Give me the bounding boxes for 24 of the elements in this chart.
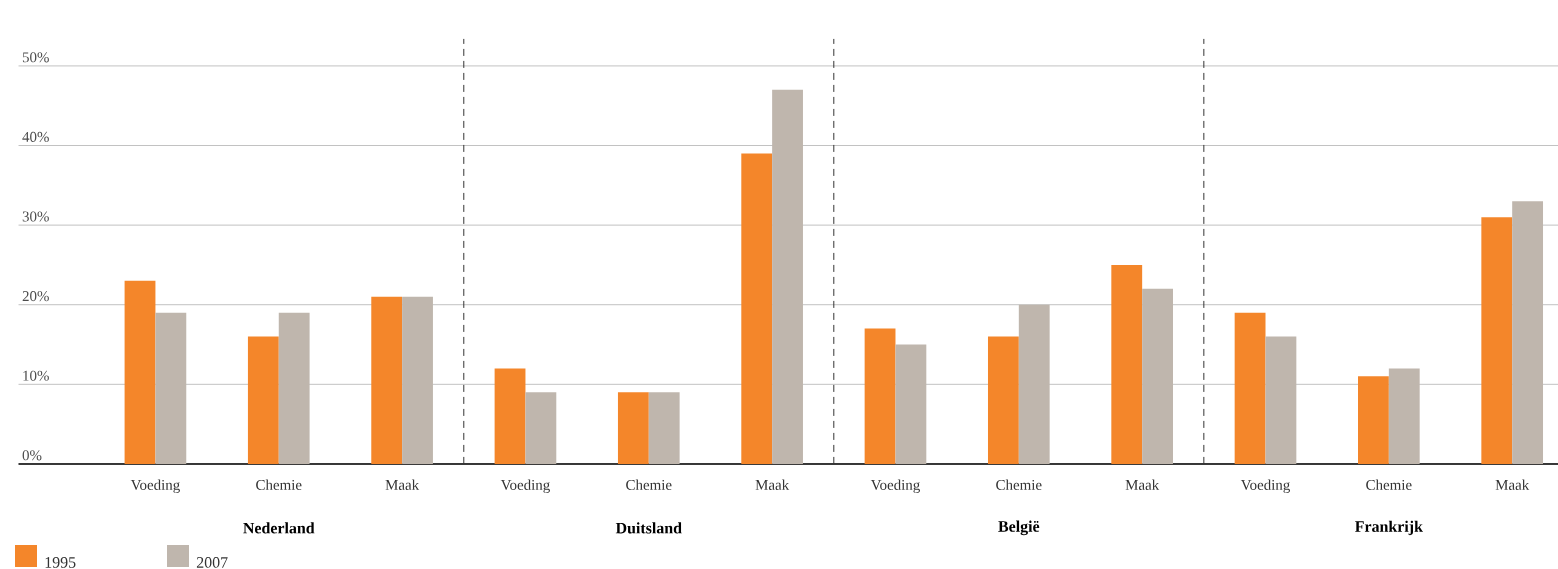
text: Nederland [243,522,315,534]
x-tick-label: Voeding [500,479,550,494]
y-tick-label: 30% [22,211,49,222]
text: België [998,520,1040,536]
y-tick-label: 50% [22,52,49,63]
x-tick-label: Voeding [130,479,180,494]
y-tick-label: 20% [22,291,49,302]
y-tick-label: 0% [22,450,42,461]
y-tick-label: 10% [23,370,49,381]
legend-label: 1995 [45,557,76,568]
text: Frankrijk [1355,520,1423,536]
x-tick-label: Chemie [256,479,302,490]
x-tick-label: Chemie [626,479,672,490]
x-tick-label: Maak [385,479,420,490]
y-tick-label: 40% [22,131,49,142]
x-tick-label: Voeding [870,479,920,494]
x-tick-label: Chemie [1366,479,1412,490]
x-tick-label: Maak [755,479,790,490]
x-tick-label: Maak [1495,479,1530,490]
x-tick-label: Chemie [996,479,1042,490]
x-tick-label: Voeding [1240,479,1290,494]
text: Duitsland [615,522,682,534]
x-tick-label: Maak [1125,479,1160,490]
legend-label: 2007 [196,557,228,568]
